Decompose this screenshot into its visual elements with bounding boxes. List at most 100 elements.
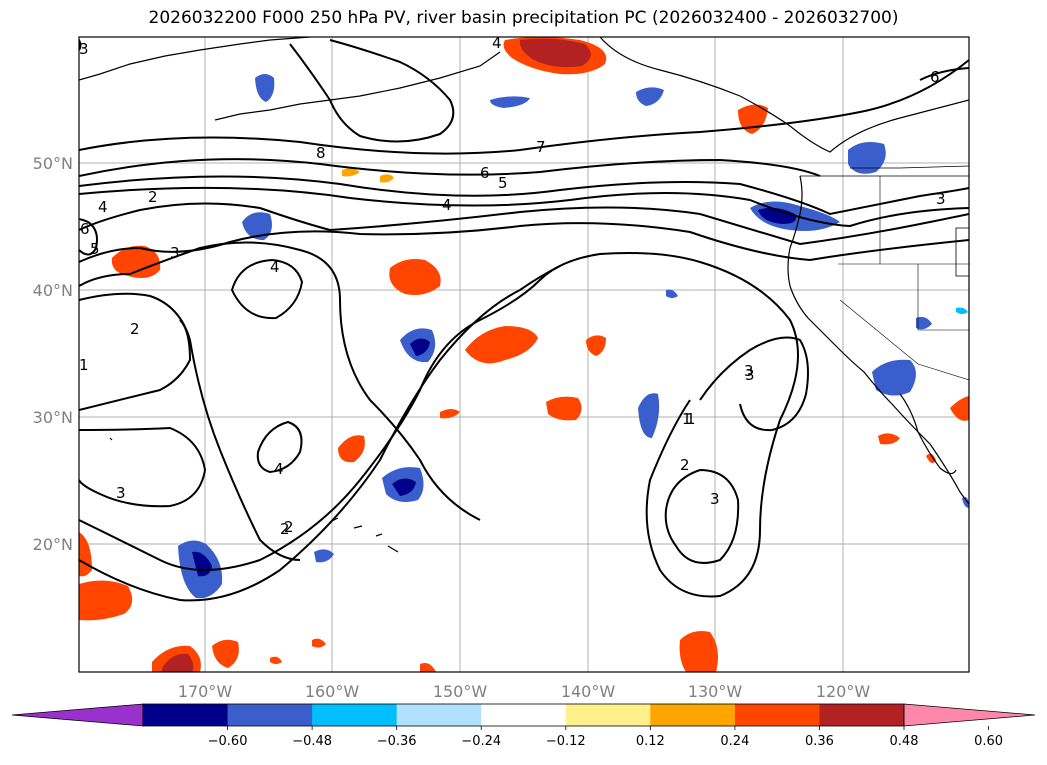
precip-blob	[546, 396, 582, 421]
contour-label: 3	[116, 484, 126, 502]
precip-blob	[586, 335, 606, 356]
precip-blob	[679, 631, 718, 672]
contour-label: 6	[480, 164, 490, 182]
precip-blob	[956, 307, 968, 314]
map-frame	[78, 36, 970, 673]
colorbar-tick-label: −0.12	[546, 734, 586, 749]
contour-label: 4	[492, 34, 502, 52]
lon-label: 170°W	[178, 682, 233, 701]
precip-blob	[519, 38, 591, 68]
contour-labels: 3 2 4 6 5 3 2 1 8 7 6 5 4 4 3 6 3 4 3 2 …	[79, 34, 946, 538]
colorbar-tick-label: −0.48	[292, 734, 332, 749]
precip-blob	[926, 453, 936, 464]
contour-label: 2	[280, 520, 290, 538]
precip-blob	[916, 316, 932, 330]
colorbar-tick-label: −0.24	[461, 734, 501, 749]
colorbar-tick-label: 0.36	[805, 734, 834, 749]
colorbar-segment	[819, 704, 905, 726]
colorbar: −0.60 −0.48 −0.36 −0.24 −0.12 0.12 0.24 0.36 0.4…	[11, 703, 1036, 749]
contour-label: 3	[744, 362, 754, 380]
colorbar-tick-label: −0.60	[208, 734, 248, 749]
coastlines	[79, 37, 969, 553]
contour-label: 2	[680, 456, 690, 474]
contour-label: 2	[148, 188, 158, 206]
colorbar-segment	[396, 704, 482, 726]
contour-label: 1	[686, 410, 696, 428]
precip-blob	[111, 245, 161, 278]
contour-label: 4	[442, 196, 452, 214]
precip-blob	[758, 207, 797, 224]
contour-label: 1	[682, 410, 692, 428]
positive-precip-anomalies	[79, 37, 969, 672]
contour-label: 4	[274, 460, 284, 478]
contour-label: 5	[90, 240, 100, 258]
lon-label: 130°W	[688, 682, 743, 701]
precip-blob	[392, 478, 416, 496]
colorbar-segment	[312, 704, 398, 726]
lon-label: 150°W	[433, 682, 488, 701]
latitude-labels: 50°N 40°N 30°N 20°N	[33, 154, 73, 554]
contour-label: 4	[270, 258, 280, 276]
precip-blob	[440, 409, 460, 419]
contour-label: 3	[79, 40, 89, 58]
lon-label: 160°W	[305, 682, 360, 701]
colorbar-tick-label: 0.12	[636, 734, 665, 749]
precip-blob	[389, 259, 441, 295]
precip-blob	[79, 580, 133, 621]
precip-blob	[636, 87, 664, 106]
contour-label: 8	[316, 144, 326, 162]
precip-blob	[312, 638, 326, 648]
colorbar-segment	[143, 704, 229, 726]
lon-label: 120°W	[816, 682, 871, 701]
contour-label: 1	[79, 356, 89, 374]
contour-label: 3	[745, 366, 755, 384]
precip-blob	[255, 74, 275, 102]
precip-blob	[950, 396, 969, 421]
negative-precip-anomalies	[178, 74, 969, 599]
contour-label: 2	[130, 320, 140, 338]
precip-blob	[380, 174, 394, 183]
gridlines	[79, 37, 969, 672]
precip-blob	[162, 653, 194, 672]
precip-blob	[490, 96, 530, 108]
colorbar-extend-low	[11, 703, 144, 727]
precip-blob	[242, 212, 272, 240]
contour-label: 5	[498, 174, 508, 192]
precip-blob	[878, 433, 900, 445]
contour-label: 3	[170, 244, 180, 262]
lat-label: 40°N	[33, 281, 73, 300]
lat-label: 20°N	[33, 535, 73, 554]
colorbar-segment	[227, 704, 313, 726]
colorbar-tick-label: −0.36	[377, 734, 417, 749]
colorbar-outline	[142, 703, 905, 727]
precip-blob	[962, 497, 969, 508]
precip-blob	[420, 663, 436, 672]
contour-label: 2	[284, 518, 294, 536]
lat-label: 50°N	[33, 154, 73, 173]
precip-blob	[314, 549, 334, 563]
colorbar-segment	[650, 704, 736, 726]
contour-label: 6	[80, 220, 90, 238]
colorbar-tick-label: 0.24	[720, 734, 749, 749]
map-title: 2026032200 F000 250 hPa PV, river basin …	[148, 8, 899, 28]
precip-blob	[79, 532, 92, 577]
contour-label: 6	[930, 68, 940, 86]
contour-label: 3	[710, 490, 720, 508]
contour-label: 4	[98, 198, 108, 216]
precip-blob	[342, 168, 360, 177]
precip-blob	[872, 359, 916, 396]
lon-label: 140°W	[561, 682, 616, 701]
lat-label: 30°N	[33, 408, 73, 427]
precip-blob	[638, 393, 660, 438]
longitude-labels: 170°W 160°W 150°W 140°W 130°W 120°W	[178, 682, 871, 701]
precip-blob	[410, 338, 430, 356]
colorbar-segment	[565, 704, 651, 726]
contour-label: 3	[936, 190, 946, 208]
colorbar-segment	[734, 704, 820, 726]
precip-blob	[270, 656, 282, 664]
precip-blob	[338, 435, 365, 463]
colorbar-extend-high	[903, 703, 1036, 727]
colorbar-segment	[481, 704, 567, 726]
precip-blob	[212, 639, 239, 668]
